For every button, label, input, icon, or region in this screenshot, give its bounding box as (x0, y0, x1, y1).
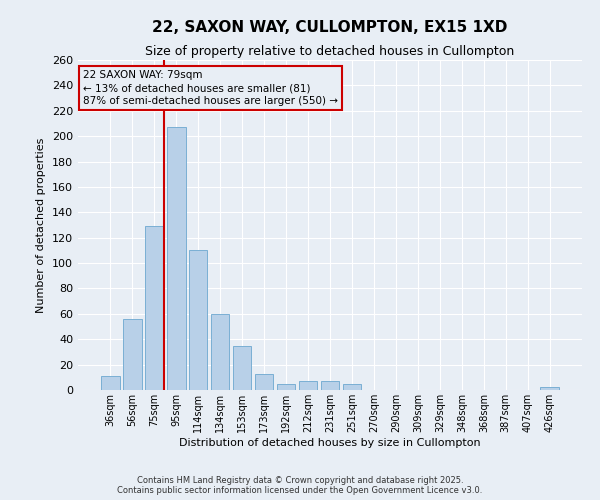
Bar (541, 388, 559, 390)
Bar (233, 346, 251, 390)
Bar (167, 128, 185, 390)
Text: Contains HM Land Registry data © Crown copyright and database right 2025.
Contai: Contains HM Land Registry data © Crown c… (118, 476, 482, 495)
Y-axis label: Number of detached properties: Number of detached properties (37, 138, 46, 312)
Bar (211, 314, 229, 390)
Bar (277, 384, 295, 390)
Bar (343, 384, 361, 390)
Bar (320, 381, 340, 390)
Bar (101, 376, 119, 390)
Text: 22 SAXON WAY: 79sqm
← 13% of detached houses are smaller (81)
87% of semi-detach: 22 SAXON WAY: 79sqm ← 13% of detached ho… (83, 70, 338, 106)
Bar (123, 319, 142, 390)
X-axis label: Distribution of detached houses by size in Cullompton: Distribution of detached houses by size … (179, 438, 481, 448)
Text: Size of property relative to detached houses in Cullompton: Size of property relative to detached ho… (145, 45, 515, 58)
Bar (255, 374, 274, 390)
Bar (299, 381, 317, 390)
Bar (145, 226, 164, 390)
Bar (189, 250, 208, 390)
Text: 22, SAXON WAY, CULLOMPTON, EX15 1XD: 22, SAXON WAY, CULLOMPTON, EX15 1XD (152, 20, 508, 35)
